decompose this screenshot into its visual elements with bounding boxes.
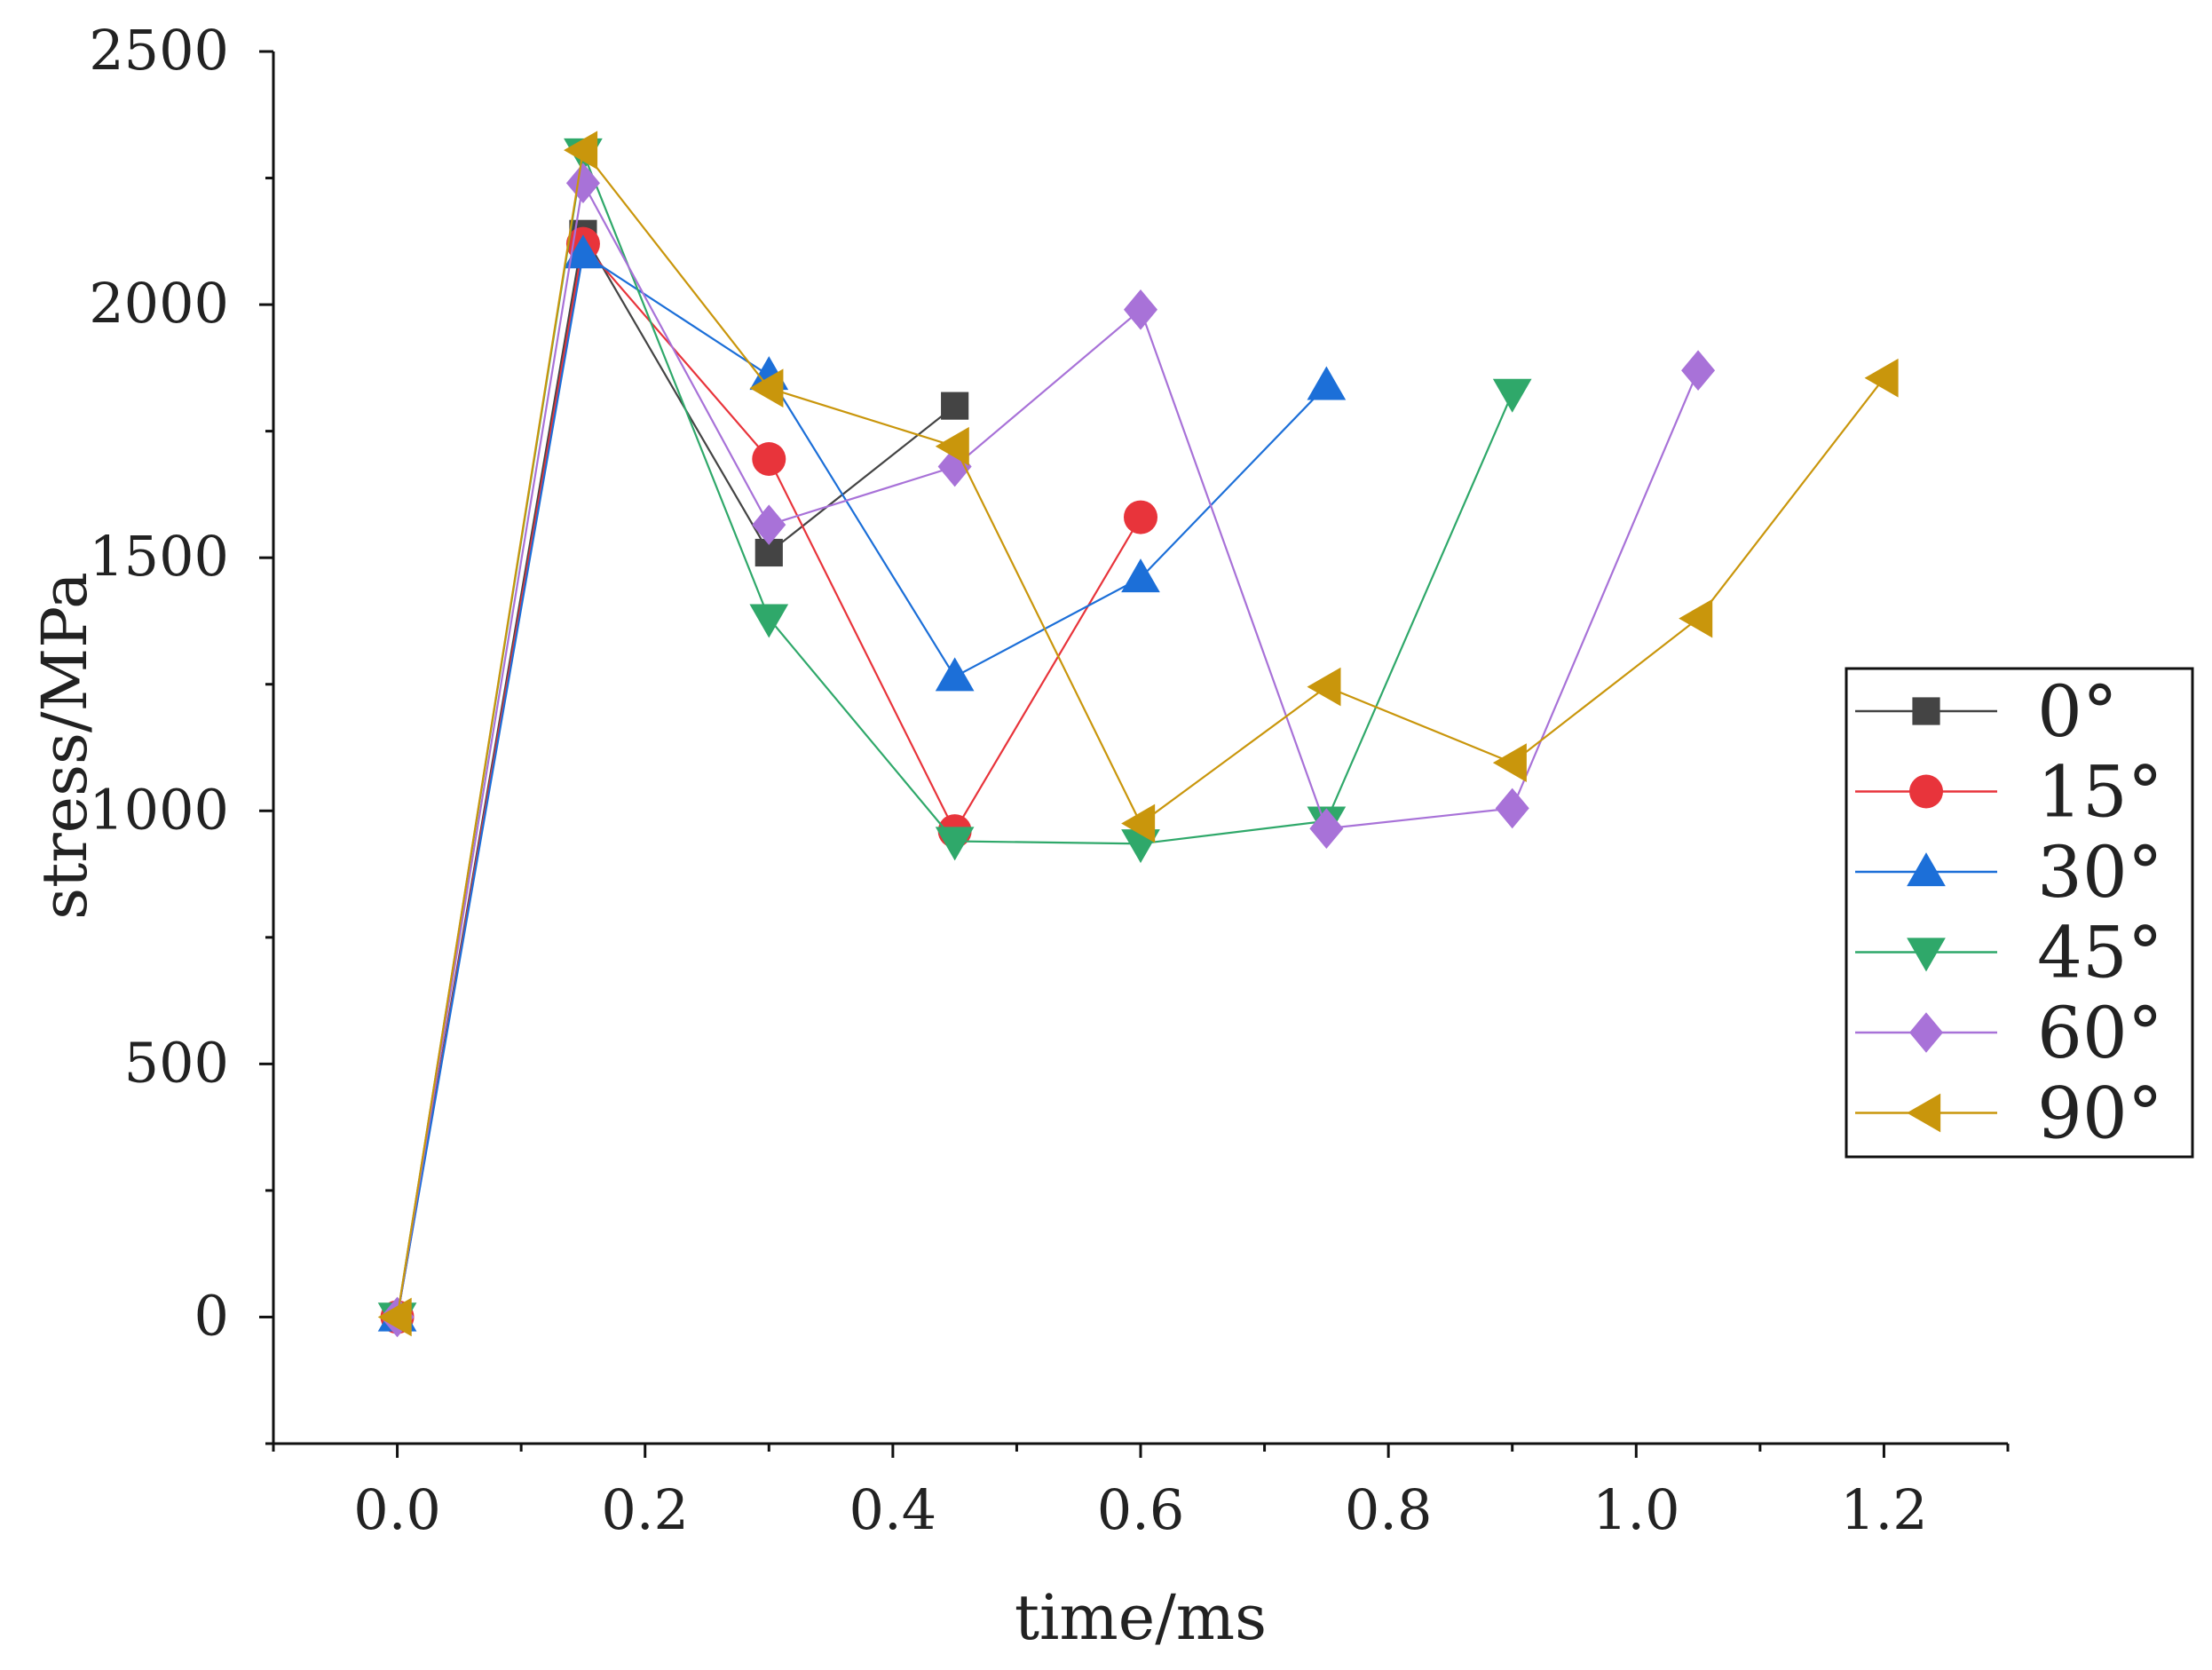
legend-label: 90° (2037, 1072, 2163, 1155)
data-point (1124, 500, 1157, 534)
series-line (396, 231, 956, 1318)
legend-item: 45° (1855, 912, 2163, 994)
x-axis-title: time/ms (1015, 1581, 1267, 1654)
data-point (1307, 667, 1341, 707)
y-tick-label: 2000 (89, 271, 229, 336)
series-4 (380, 162, 1716, 1338)
series-3 (377, 138, 1532, 1337)
data-point (1124, 289, 1157, 330)
y-tick-label: 500 (124, 1030, 229, 1095)
legend-item: 30° (1855, 831, 2163, 914)
legend-item: 15° (1855, 751, 2163, 834)
data-point (564, 131, 598, 170)
legend-marker (1907, 938, 1946, 972)
data-point (1309, 808, 1344, 850)
data-point (1681, 350, 1716, 392)
data-point (1307, 366, 1347, 400)
axes: 0 500 1000 1500 2000 2500 0.0 0.2 0.4 0.6 0.8 1.0 1.… (28, 18, 2010, 1654)
data-point (1492, 743, 1527, 782)
series-layer (377, 131, 1899, 1338)
legend-item: 90° (1855, 1072, 2163, 1155)
series-line (396, 179, 1700, 1318)
y-tick-label: 2500 (89, 18, 229, 83)
data-point (749, 604, 789, 638)
data-point (377, 1297, 412, 1337)
y-tick-label: 0 (194, 1283, 229, 1348)
legend-item: 0° (1855, 670, 2118, 753)
x-tick-label: 0.0 (353, 1477, 441, 1542)
data-point (1121, 803, 1156, 843)
data-point (935, 827, 975, 861)
data-point (752, 441, 786, 476)
legend-marker (1912, 697, 1940, 725)
x-tick-label: 0.2 (601, 1477, 689, 1542)
series-line (396, 148, 1513, 1318)
data-point (1492, 378, 1532, 413)
data-point (565, 162, 600, 204)
data-point (564, 234, 603, 269)
data-point (935, 657, 975, 692)
x-tick-label: 1.2 (1840, 1477, 1928, 1542)
y-tick-label: 1500 (89, 524, 229, 589)
data-point (1679, 598, 1713, 638)
legend-label: 15° (2037, 751, 2163, 834)
data-point (935, 426, 969, 466)
legend: 0°15°30°45°60°90° (1845, 667, 2194, 1159)
data-point (752, 504, 786, 545)
y-tick-label: 1000 (89, 777, 229, 842)
legend-label: 0° (2037, 670, 2118, 753)
legend-label: 60° (2037, 992, 2163, 1074)
x-tick-label: 1.0 (1592, 1477, 1680, 1542)
x-tick-label: 0.4 (849, 1477, 937, 1542)
x-tick-label: 0.6 (1097, 1477, 1185, 1542)
series-line (396, 252, 1328, 1318)
series-5 (377, 131, 1899, 1337)
x-tick-label: 0.8 (1345, 1477, 1433, 1542)
series-2 (377, 234, 1347, 1332)
legend-marker (1909, 774, 1943, 809)
legend-label: 45° (2037, 912, 2163, 994)
legend-marker (1909, 1012, 1943, 1053)
data-point (749, 368, 784, 408)
legend-item: 60° (1855, 992, 2163, 1074)
y-axis-title: stress/MPa (28, 572, 101, 920)
data-point (1864, 358, 1899, 398)
legend-marker (1907, 852, 1946, 887)
legend-label: 30° (2037, 831, 2163, 914)
data-point (1495, 788, 1529, 829)
data-point (941, 392, 969, 420)
legend-box (1845, 667, 2194, 1159)
data-point (1121, 558, 1160, 593)
legend-marker (1907, 1093, 1941, 1133)
